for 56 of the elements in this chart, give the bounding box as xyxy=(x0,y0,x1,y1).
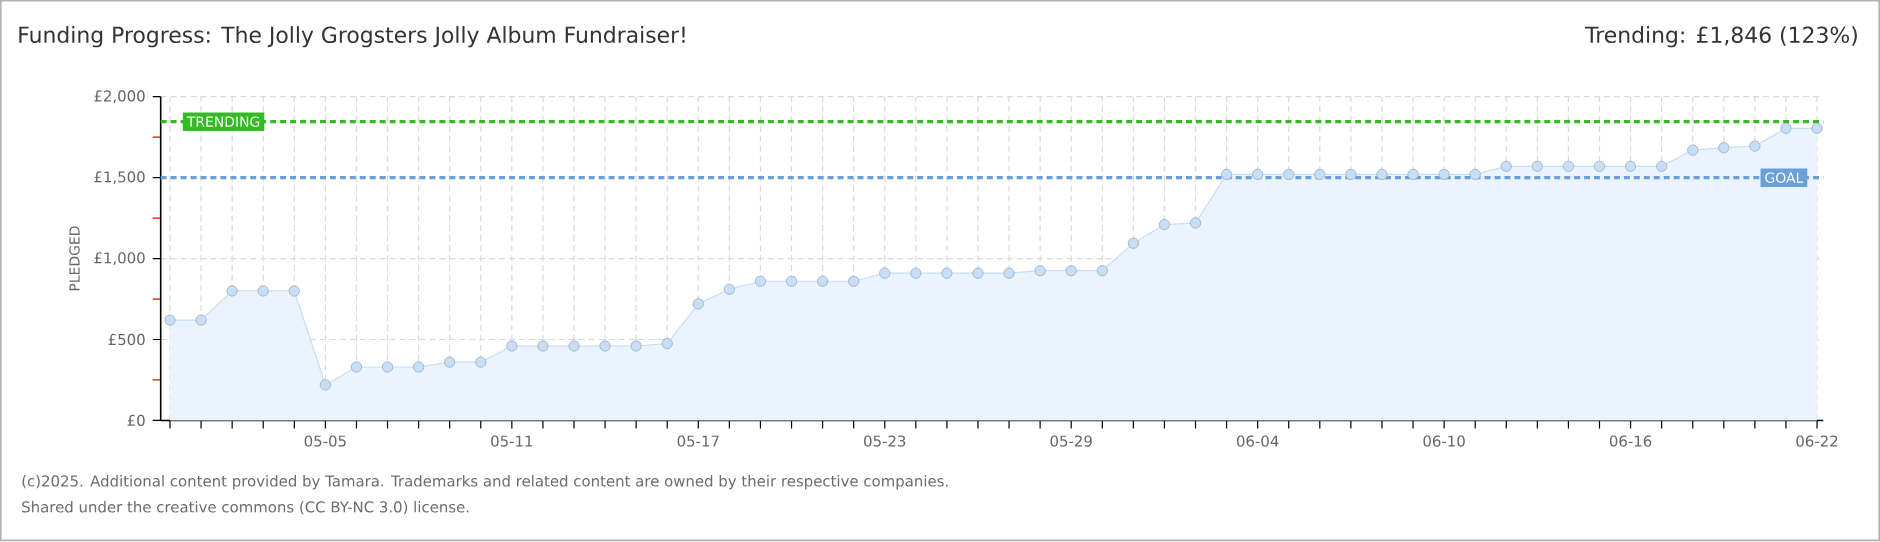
point xyxy=(568,340,580,352)
point xyxy=(1593,161,1606,173)
point xyxy=(444,357,456,369)
point xyxy=(785,276,798,288)
point xyxy=(1780,123,1792,135)
point xyxy=(1376,169,1388,181)
point xyxy=(723,284,735,296)
chart-subtitle: Trending: £1,846 (123%) xyxy=(1585,26,1857,48)
point xyxy=(1469,169,1481,181)
point xyxy=(1221,169,1233,181)
point xyxy=(1656,161,1668,173)
point xyxy=(413,361,425,374)
point xyxy=(1718,142,1730,154)
point xyxy=(1500,161,1512,173)
point xyxy=(1252,169,1264,181)
point xyxy=(226,285,238,297)
point xyxy=(1003,268,1015,280)
point xyxy=(1127,238,1139,250)
point xyxy=(1158,219,1171,231)
point xyxy=(848,276,860,288)
point xyxy=(817,276,829,288)
point xyxy=(1438,169,1450,181)
point xyxy=(1189,217,1202,229)
point xyxy=(1811,123,1823,135)
point xyxy=(475,357,487,369)
point xyxy=(972,268,984,280)
point xyxy=(1749,140,1761,153)
point xyxy=(537,340,549,352)
point xyxy=(288,285,300,297)
point xyxy=(1283,169,1295,181)
point xyxy=(1314,169,1326,181)
point xyxy=(661,338,673,350)
point xyxy=(1345,169,1357,181)
point xyxy=(1096,265,1108,277)
point xyxy=(506,340,518,352)
point xyxy=(1531,161,1543,173)
point xyxy=(910,268,922,280)
point xyxy=(195,314,207,327)
point xyxy=(381,361,394,374)
point xyxy=(754,276,767,288)
point xyxy=(941,268,953,280)
point xyxy=(1407,169,1419,181)
point xyxy=(1562,161,1574,173)
point xyxy=(257,285,269,297)
point xyxy=(164,314,176,327)
point xyxy=(1065,265,1077,277)
point xyxy=(1034,265,1046,277)
point xyxy=(350,361,363,374)
point xyxy=(1687,144,1699,157)
point xyxy=(319,379,331,391)
point xyxy=(692,298,704,310)
chart-title: Funding Progress: The Jolly Grogsters Jolly Album Fundraiser! xyxy=(19,26,685,48)
point xyxy=(879,268,891,280)
point xyxy=(630,340,642,352)
point xyxy=(1625,161,1637,173)
point xyxy=(599,340,611,352)
